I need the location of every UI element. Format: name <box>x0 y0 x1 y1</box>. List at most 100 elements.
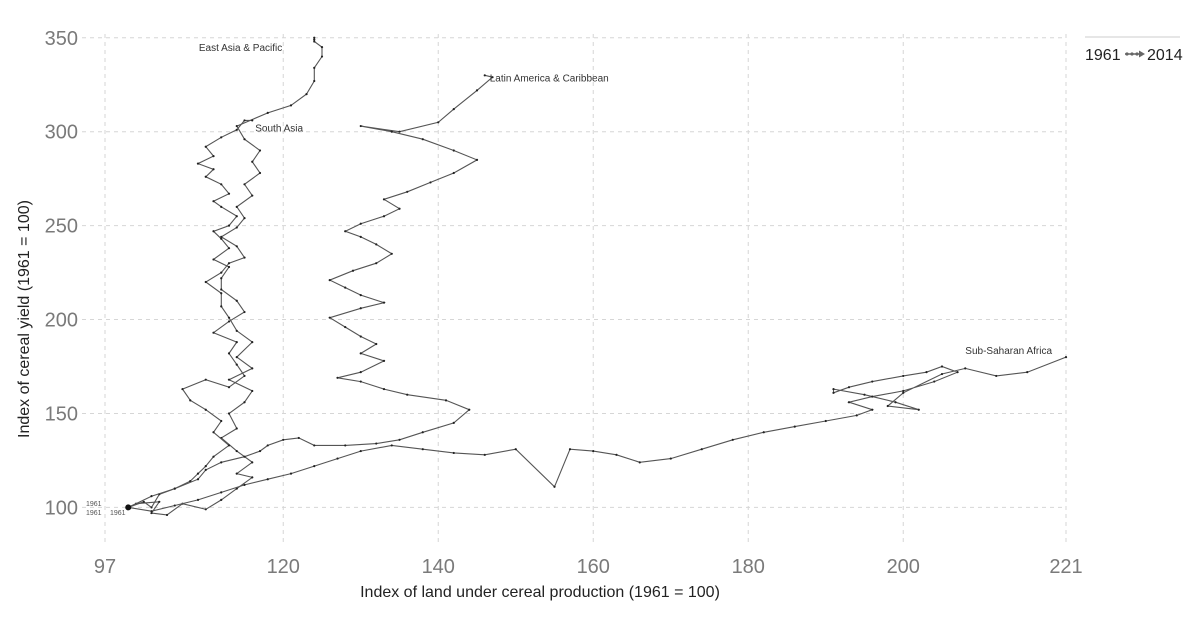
legend-start-year: 1961 <box>1085 47 1121 64</box>
data-point <box>266 478 269 481</box>
data-point <box>227 378 231 381</box>
data-point <box>452 108 455 111</box>
x-tick-label: 140 <box>422 556 455 578</box>
data-point <box>483 453 486 456</box>
data-point <box>142 500 145 503</box>
series-label-sub-saharan-africa: Sub-Saharan Africa <box>965 346 1052 357</box>
data-point <box>305 93 308 96</box>
series-south-asia <box>128 119 254 509</box>
data-point <box>204 280 207 284</box>
data-point <box>251 341 254 344</box>
y-tick-label: 250 <box>45 216 78 238</box>
data-point <box>375 342 378 346</box>
data-point <box>243 119 246 122</box>
data-point <box>243 256 246 259</box>
data-point <box>235 215 238 218</box>
data-point <box>855 414 858 417</box>
data-point <box>227 192 231 195</box>
data-point <box>227 224 231 227</box>
data-point <box>204 468 207 471</box>
data-point <box>243 483 246 486</box>
data-point <box>243 374 246 378</box>
data-point <box>398 207 401 210</box>
data-point <box>150 511 153 515</box>
data-point <box>871 380 874 383</box>
data-point <box>220 271 223 274</box>
x-tick-label: 120 <box>267 556 300 578</box>
data-point <box>475 158 479 161</box>
data-point <box>359 294 362 297</box>
data-point <box>382 301 386 304</box>
y-tick-label: 100 <box>45 497 78 519</box>
data-point <box>181 387 184 391</box>
data-point <box>243 401 246 404</box>
data-point <box>483 74 486 77</box>
data-point <box>700 448 703 451</box>
data-point <box>452 451 455 455</box>
data-point <box>344 230 347 233</box>
data-point <box>235 128 238 131</box>
data-point <box>444 399 448 402</box>
series-label-east-asia-pacific: East Asia & Pacific <box>199 43 282 54</box>
data-point <box>235 205 238 208</box>
data-point <box>491 76 494 79</box>
data-point <box>762 431 765 434</box>
data-point <box>220 498 223 502</box>
y-tick-label: 350 <box>45 28 78 50</box>
data-point <box>220 136 223 139</box>
data-point <box>847 386 851 389</box>
data-point <box>832 391 835 394</box>
data-point <box>1064 356 1068 359</box>
data-point <box>925 371 928 374</box>
data-point <box>227 352 231 355</box>
data-point <box>964 367 967 370</box>
data-point <box>243 455 246 458</box>
data-point <box>196 472 200 475</box>
data-point <box>429 181 432 184</box>
data-point <box>220 461 223 464</box>
data-point <box>328 316 331 319</box>
data-point <box>243 217 246 220</box>
data-point <box>196 498 200 502</box>
data-point <box>150 495 153 498</box>
data-point <box>251 367 254 370</box>
start-year-label: 1961 <box>110 510 126 517</box>
data-point <box>251 160 254 163</box>
tick-labels: 97 120 140 160 180 200 221 100 150 200 250 300 350 <box>45 28 1083 578</box>
data-point <box>313 464 316 468</box>
series-label-south-asia: South Asia <box>255 123 303 134</box>
data-point <box>235 124 238 128</box>
data-point <box>297 436 300 440</box>
data-point <box>220 491 223 494</box>
data-point <box>204 378 207 381</box>
data-point <box>894 401 897 404</box>
data-point <box>344 325 347 329</box>
data-point <box>592 449 595 453</box>
start-point <box>125 504 132 511</box>
data-point <box>158 500 161 503</box>
data-point <box>359 352 362 355</box>
data-point <box>212 431 215 434</box>
data-point <box>220 237 223 240</box>
data-point <box>220 292 223 295</box>
data-point <box>258 171 262 175</box>
x-axis-label: Index of land under cereal production (1… <box>360 584 720 601</box>
data-point <box>220 288 223 291</box>
data-point <box>359 307 362 310</box>
data-point <box>243 183 246 186</box>
data-point <box>266 111 269 115</box>
data-point <box>235 427 238 430</box>
data-point <box>251 476 254 479</box>
data-point <box>824 419 827 423</box>
data-point <box>328 279 331 282</box>
data-point <box>940 372 944 376</box>
data-point <box>204 464 207 468</box>
data-point <box>514 448 517 451</box>
data-point <box>150 510 153 513</box>
data-point <box>437 121 440 124</box>
data-point <box>313 66 316 69</box>
data-point <box>227 265 231 269</box>
data-point <box>406 190 409 193</box>
data-point <box>933 380 936 383</box>
data-point <box>212 168 215 171</box>
